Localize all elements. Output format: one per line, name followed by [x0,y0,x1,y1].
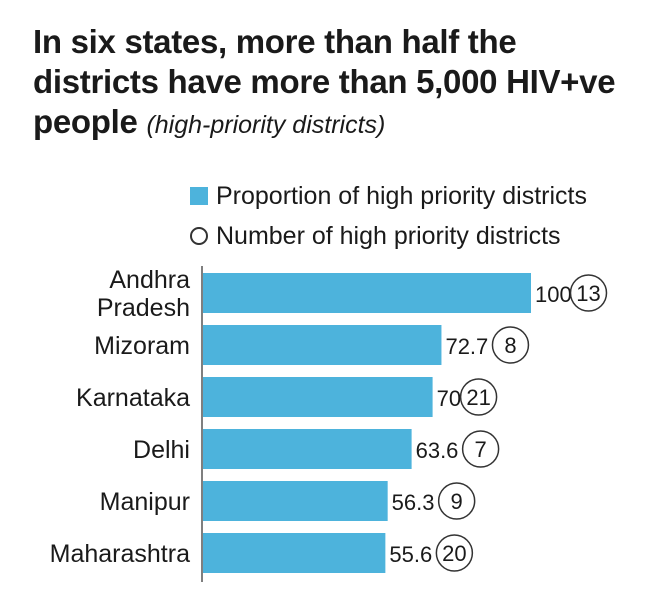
legend-item-number: Number of high priority districts [190,216,587,256]
chart-subtitle: (high-priority districts) [146,111,386,139]
bar-0 [203,273,531,313]
bar-2 [203,377,433,417]
value-label-5: 55.6 [389,542,432,567]
chart-title-text: In six states, more than half the distri… [33,23,616,140]
count-label-0: 13 [576,281,600,306]
category-label-1: Mizoram [94,332,190,360]
category-label-0: Andhra Pradesh [97,266,190,322]
count-circle-2 [459,378,498,416]
value-label-0: 100 [535,282,572,307]
value-label-3: 63.6 [416,438,459,463]
legend-circle-icon [190,227,208,245]
chart-title: In six states, more than half the distri… [33,22,633,145]
count-label-4: 9 [451,489,463,514]
category-label-3: Delhi [133,436,190,464]
value-label-4: 56.3 [392,490,435,515]
bar-4 [203,481,388,521]
value-label-1: 72.7 [445,334,488,359]
category-label-2: Karnataka [76,384,190,412]
category-label-5: Maharashtra [50,540,190,568]
chart-legend: Proportion of high priority districts Nu… [190,176,587,256]
value-label-2: 70 [437,386,461,411]
category-label-4: Manipur [100,488,190,516]
legend-number-label: Number of high priority districts [216,222,561,250]
count-circle-0 [569,274,608,312]
bar-1 [203,325,442,365]
bar-5 [203,533,386,573]
count-label-1: 8 [504,333,516,358]
count-circle-4 [437,482,476,520]
count-label-5: 20 [442,541,466,566]
count-circle-1 [491,326,530,364]
legend-item-proportion: Proportion of high priority districts [190,176,587,216]
legend-proportion-label: Proportion of high priority districts [216,182,587,210]
legend-bar-swatch [190,187,208,205]
count-circle-5 [435,534,474,572]
count-label-3: 7 [474,437,486,462]
count-circle-3 [461,430,500,468]
count-label-2: 21 [466,385,490,410]
bar-3 [203,429,412,469]
